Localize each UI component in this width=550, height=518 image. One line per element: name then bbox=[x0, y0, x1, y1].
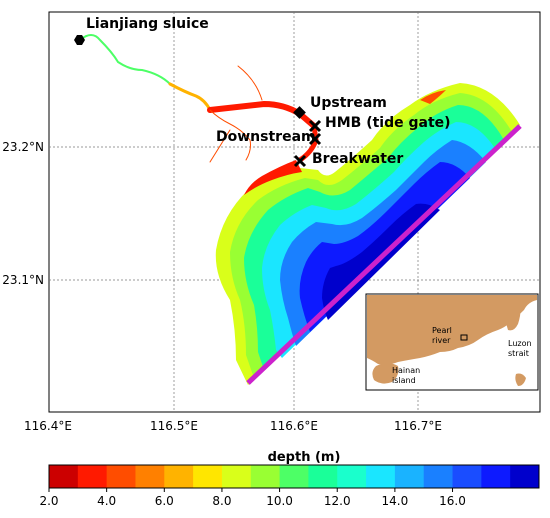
colorbar-swatch bbox=[366, 465, 396, 488]
colorbar-swatch bbox=[308, 465, 338, 488]
colorbar-swatch bbox=[423, 465, 454, 488]
inset-mainland bbox=[367, 295, 537, 365]
inset-map: Pearl river Luzon strait Hainan island bbox=[365, 293, 539, 391]
sluice-marker bbox=[74, 35, 85, 45]
colorbar-ticks: 2.0 4.0 6.0 8.0 10.0 12.0 14.0 16.0 bbox=[39, 488, 466, 508]
x-tick-label: 116.5°E bbox=[150, 419, 198, 433]
sluice-label: Lianjiang sluice bbox=[86, 16, 209, 32]
colorbar-swatch bbox=[49, 465, 79, 488]
colorbar-swatch bbox=[164, 465, 194, 488]
inset-pearl-line1: Pearl bbox=[432, 326, 452, 335]
colorbar-tick-label: 8.0 bbox=[212, 494, 231, 508]
inset-luzon-line1: Luzon bbox=[508, 339, 532, 348]
bathymetry bbox=[215, 83, 520, 385]
colorbar-tick-label: 10.0 bbox=[266, 494, 293, 508]
depth-band-shallow bbox=[244, 160, 302, 195]
colorbar-border bbox=[48, 464, 540, 489]
colorbar-swatch bbox=[135, 465, 165, 488]
axis-ticks: 116.4°E 116.5°E 116.6°E 116.7°E 23.2°N 2… bbox=[2, 140, 442, 433]
y-tick-label: 23.2°N bbox=[2, 140, 44, 154]
breakwater-marker bbox=[293, 154, 307, 168]
colorbar-swatch bbox=[106, 465, 136, 488]
colorbar-tick-label: 12.0 bbox=[324, 494, 351, 508]
upstream-marker bbox=[293, 106, 306, 119]
colorbar-tick-label: 14.0 bbox=[382, 494, 409, 508]
inset-hainan-line2: island bbox=[392, 376, 416, 385]
upstream-label: Upstream bbox=[310, 95, 387, 111]
colorbar-title: depth (m) bbox=[268, 450, 341, 465]
inset-study-area bbox=[460, 334, 468, 341]
y-tick-label: 23.1°N bbox=[2, 273, 44, 287]
inset-luzon-line2: strait bbox=[508, 349, 529, 358]
colorbar-tick-label: 4.0 bbox=[97, 494, 116, 508]
colorbar-swatch bbox=[481, 465, 511, 488]
inset-hainan bbox=[372, 363, 399, 384]
hmb-marker bbox=[308, 119, 322, 133]
colorbar-swatch bbox=[337, 465, 367, 488]
colorbar-swatch bbox=[77, 465, 108, 488]
downstream-label: Downstream bbox=[216, 129, 316, 145]
colorbar-swatch bbox=[193, 465, 223, 488]
breakwater-label: Breakwater bbox=[312, 151, 403, 167]
colorbar-swatch bbox=[452, 465, 482, 488]
colorbar-swatch bbox=[510, 465, 540, 488]
inset-pearl-line2: river bbox=[432, 336, 451, 345]
depth-band-shallow-east bbox=[420, 90, 446, 104]
colorbar-tick-label: 16.0 bbox=[439, 494, 466, 508]
colorbar-swatch bbox=[279, 465, 309, 488]
colorbar-swatch bbox=[394, 465, 425, 488]
colorbar-tick-label: 6.0 bbox=[155, 494, 174, 508]
x-tick-label: 116.4°E bbox=[24, 419, 72, 433]
open-boundary bbox=[246, 124, 522, 385]
hmb-label: HMB (tide gate) bbox=[325, 115, 451, 131]
downstream-marker bbox=[308, 132, 322, 146]
colorbar-swatch bbox=[250, 465, 281, 488]
colorbar-tick-label: 2.0 bbox=[39, 494, 58, 508]
colorbar-swatch bbox=[221, 465, 252, 488]
colorbar: depth (m) 2.0 4.0 6.0 8.0 10.0 12.0 14.0 16.0 bbox=[39, 450, 540, 508]
x-tick-label: 116.7°E bbox=[394, 419, 442, 433]
inset-taiwan bbox=[505, 296, 521, 331]
x-tick-label: 116.6°E bbox=[270, 419, 318, 433]
inset-hainan-line1: Hainan bbox=[392, 366, 420, 375]
inset-luzon bbox=[515, 373, 526, 386]
colorbar-swatches bbox=[49, 465, 540, 488]
